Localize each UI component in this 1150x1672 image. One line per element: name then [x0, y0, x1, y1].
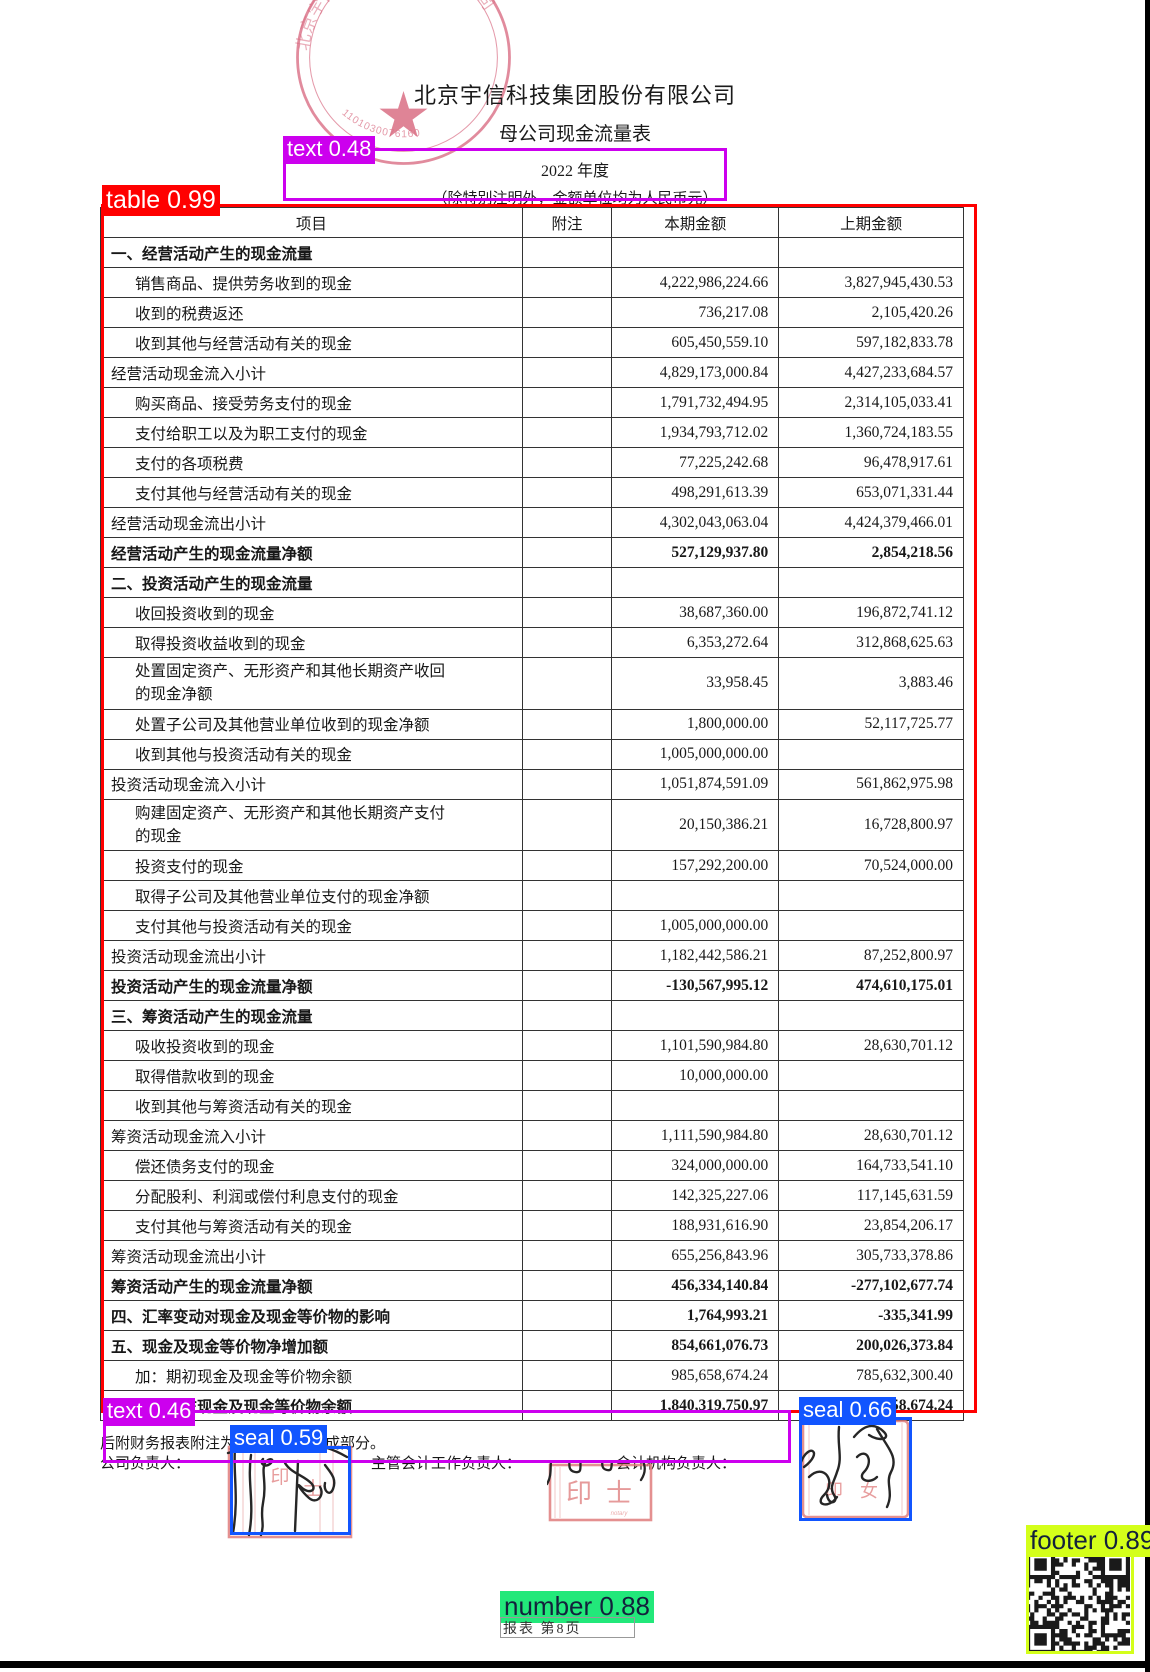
- svg-text:印: 印: [566, 1478, 592, 1508]
- svg-text:北京宇信科技集团股份有限公司: 北京宇信科技集团股份有限公司: [293, 0, 499, 52]
- svg-text:士: 士: [606, 1478, 632, 1508]
- svg-text:notary: notary: [611, 1511, 629, 1517]
